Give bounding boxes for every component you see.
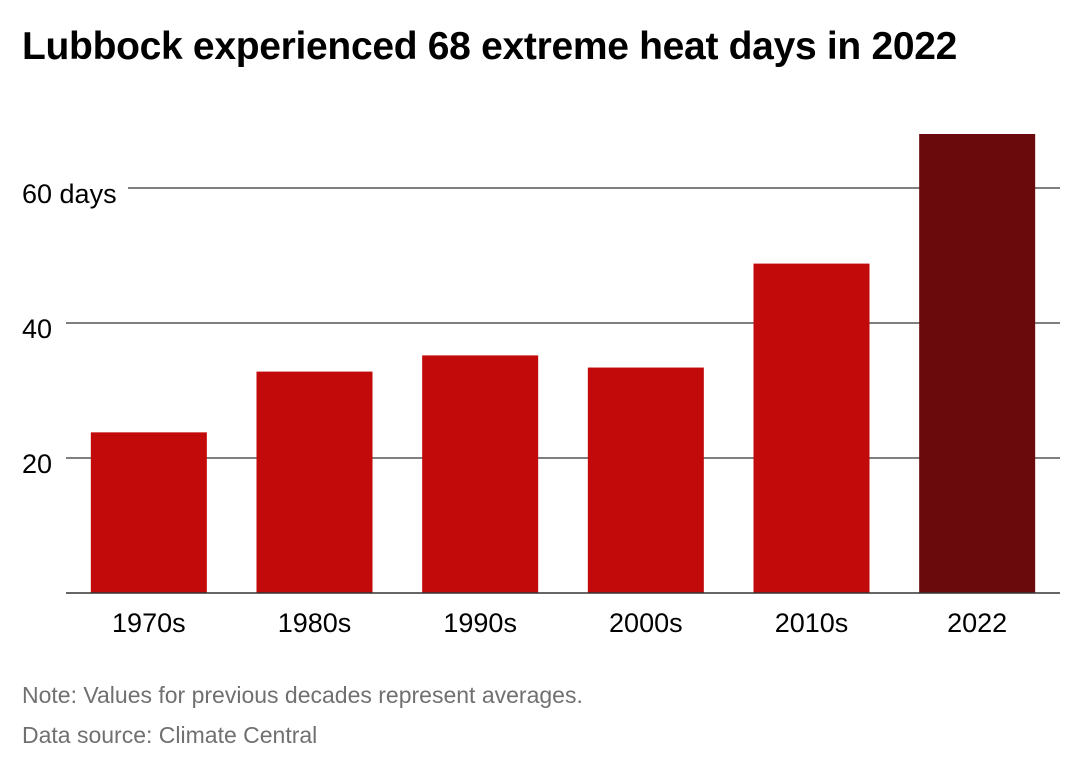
data-source: Data source: Climate Central — [22, 722, 318, 748]
y-tick-label: 40 — [22, 314, 52, 344]
chart-title: Lubbock experienced 68 extreme heat days… — [22, 25, 958, 68]
x-axis-labels: 1970s 1980s 1990s 2000s 2010s 2022 — [112, 608, 1007, 638]
x-tick-label: 1990s — [443, 608, 517, 638]
x-tick-label: 2022 — [947, 608, 1007, 638]
bar-1970s — [90, 432, 207, 593]
x-tick-label: 1980s — [278, 608, 352, 638]
bar-2010s — [753, 263, 870, 593]
footnote: Note: Values for previous decades repres… — [22, 682, 583, 708]
y-tick-label: 60 days — [22, 179, 117, 209]
bar-chart: 20 40 60 days 1970s 1980s 1990s 2000s 2010s 202… — [22, 134, 1060, 638]
bar-1990s — [422, 355, 539, 593]
x-tick-label: 2010s — [775, 608, 849, 638]
y-axis-labels: 20 40 60 days — [22, 179, 117, 479]
bar-2000s — [587, 367, 704, 593]
bar-2022 — [919, 134, 1036, 593]
bar-1980s — [256, 371, 373, 593]
gridlines — [66, 187, 1060, 459]
y-tick-label: 20 — [22, 449, 52, 479]
bars — [90, 134, 1036, 593]
x-tick-label: 1970s — [112, 608, 186, 638]
x-tick-label: 2000s — [609, 608, 683, 638]
